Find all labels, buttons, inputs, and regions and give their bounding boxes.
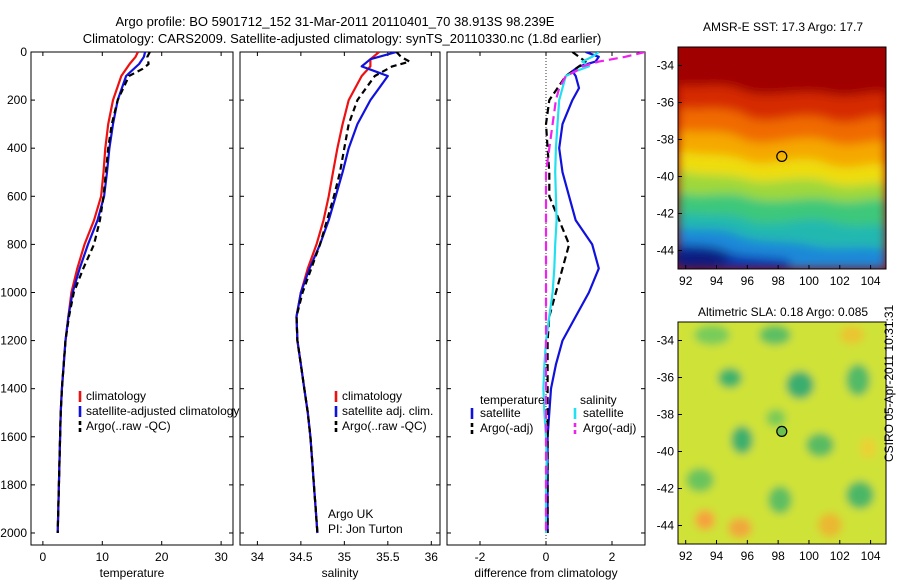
- x-tick-label: 98: [771, 274, 785, 288]
- y-tick-label: -44: [657, 519, 675, 533]
- sla-map-title: Altimetric SLA: 0.18 Argo: 0.085: [698, 305, 868, 319]
- x-tick-label: 94: [710, 274, 724, 288]
- temperature-frame: [30, 51, 234, 546]
- y-tick-label: 2000: [0, 526, 27, 540]
- x-tick-label: 92: [679, 549, 693, 563]
- salinity-panel: 34 34.5 35 35.5 36 salinity climatologysatelli…: [240, 51, 440, 580]
- header-line1: Argo profile: BO 5901712_152 31-Mar-2011…: [116, 14, 555, 29]
- legend-title-salinity: salinity: [580, 393, 617, 407]
- x-tick-label: 102: [830, 274, 850, 288]
- x-tick-label: 36: [425, 550, 439, 564]
- salinity-series-climatology: [295, 52, 380, 534]
- y-tick-label: 1400: [0, 382, 27, 396]
- x-tick-label: 34.5: [289, 550, 313, 564]
- x-tick-label: 35: [338, 550, 352, 564]
- x-tick-label: 2: [609, 550, 616, 564]
- y-tick-label: -42: [657, 207, 675, 221]
- y-tick-label: 0: [20, 45, 27, 59]
- sla-argo-marker: [776, 425, 788, 437]
- x-tick-label: 100: [799, 549, 819, 563]
- sst-argo-marker: [776, 150, 788, 162]
- x-tick-label: 10: [96, 550, 110, 564]
- sst-map-title: AMSR-E SST: 17.3 Argo: 17.7: [703, 20, 863, 34]
- x-tick-label: 96: [741, 274, 755, 288]
- legend-title-temperature: temperature: [480, 393, 545, 407]
- difference-panel: -2 0 2 difference from climatology temperatu…: [447, 51, 645, 580]
- sst_map-frame: [677, 46, 887, 270]
- salinity-xlabel: salinity: [322, 566, 359, 580]
- map-axes: 92 94 96 98 100 102 104 -34 -36 -38 -40 -42 -44 92 94 9…: [657, 46, 887, 563]
- x-tick-label: 92: [679, 274, 693, 288]
- salinity-series-argo-raw-qc-: [295, 52, 411, 534]
- x-tick-label: 96: [741, 549, 755, 563]
- temperature-series-climatology: [56, 52, 139, 534]
- x-tick-label: 94: [710, 549, 724, 563]
- y-tick-label: -40: [657, 445, 675, 459]
- credit-line2: PI: Jon Turton: [328, 522, 403, 536]
- y-tick-label: -36: [657, 371, 675, 385]
- sla-heatmap: [678, 322, 886, 544]
- legend-label: satellite adj. clim.: [342, 404, 433, 418]
- x-tick-label: 35.5: [376, 550, 400, 564]
- temperature-panel: 0 200 400 600 800 1000 1200 1400 1600 1800 2000 0 10…: [0, 45, 239, 580]
- temperature-series-argo-raw-qc-: [56, 52, 151, 534]
- salinity-frame: [239, 51, 441, 546]
- difference-series-argo-adj-: [544, 52, 645, 533]
- y-tick-label: -38: [657, 408, 675, 422]
- y-tick-label: 800: [7, 237, 27, 251]
- x-tick-label: -2: [475, 550, 486, 564]
- legend-label: Argo(..raw -QC): [86, 419, 171, 433]
- legend-label: Argo(-adj): [583, 421, 636, 435]
- credit-line1: Argo UK: [328, 507, 373, 521]
- x-tick-label: 30: [214, 550, 228, 564]
- y-tick-label: -42: [657, 482, 675, 496]
- y-tick-label: -40: [657, 170, 675, 184]
- legend-label: satellite: [480, 406, 521, 420]
- legend-label: satellite: [583, 406, 624, 420]
- x-tick-label: 104: [861, 549, 881, 563]
- x-tick-label: 0: [543, 550, 550, 564]
- y-tick-label: 1600: [0, 430, 27, 444]
- x-tick-label: 98: [771, 549, 785, 563]
- x-tick-label: 0: [40, 550, 47, 564]
- panel-frames: [30, 51, 646, 546]
- temperature-xlabel: temperature: [100, 566, 165, 580]
- y-tick-label: 200: [7, 93, 27, 107]
- x-tick-label: 102: [830, 549, 850, 563]
- y-tick-label: -38: [657, 133, 675, 147]
- x-tick-label: 34: [251, 550, 265, 564]
- x-tick-label: 20: [155, 550, 169, 564]
- legend-label: Argo(..raw -QC): [342, 419, 427, 433]
- y-tick-label: -44: [657, 244, 675, 258]
- difference-xlabel: difference from climatology: [474, 566, 617, 580]
- y-tick-label: 1800: [0, 478, 27, 492]
- x-tick-label: 100: [799, 274, 819, 288]
- header-line2: Climatology: CARS2009. Satellite-adjuste…: [83, 31, 602, 46]
- y-tick-label: 1200: [0, 334, 27, 348]
- y-tick-label: -34: [657, 59, 675, 73]
- y-tick-label: 400: [7, 141, 27, 155]
- legend-label: satellite-adjusted climatology: [86, 404, 239, 418]
- sst-heatmap: [678, 47, 886, 269]
- timestamp-label: CSIRO 05-Apr-2011 10:31:31: [882, 304, 896, 462]
- legend-label: Argo(-adj): [480, 421, 533, 435]
- y-tick-label: -34: [657, 334, 675, 348]
- legend-label: climatology: [342, 389, 402, 403]
- x-tick-label: 104: [861, 274, 881, 288]
- y-tick-label: -36: [657, 96, 675, 110]
- legend-label: climatology: [86, 389, 146, 403]
- difference-legend: temperature salinitysatelliteArgo(-adj)sa…: [470, 393, 636, 435]
- sla_map-frame: [677, 321, 887, 545]
- y-tick-label: 1000: [0, 285, 27, 299]
- difference-series-argo-adj-: [544, 52, 587, 533]
- y-tick-label: 600: [7, 189, 27, 203]
